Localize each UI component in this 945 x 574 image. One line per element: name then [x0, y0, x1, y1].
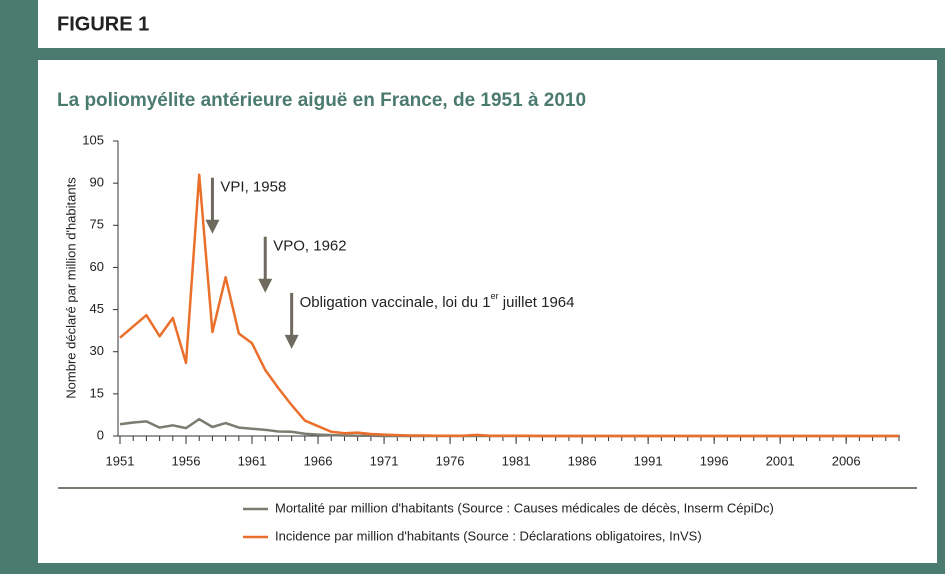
x-tick-label: 1951: [106, 453, 135, 468]
x-tick-label: 1991: [634, 453, 663, 468]
frame-right: [937, 48, 945, 574]
x-tick-label: 1966: [304, 453, 333, 468]
chart-title: La poliomyélite antérieure aiguë en Fran…: [57, 90, 586, 111]
x-tick-label: 1961: [238, 453, 267, 468]
legend-label: Incidence par million d'habitants (Sourc…: [275, 528, 702, 543]
y-tick-label: 105: [82, 132, 104, 147]
annotation-sup: er: [491, 291, 499, 301]
annotation-text: VPO, 1962: [273, 238, 346, 255]
x-tick-label: 1986: [568, 453, 597, 468]
y-tick-label: 15: [90, 385, 104, 400]
x-tick-label: 1976: [436, 453, 465, 468]
figure-label: FIGURE 1: [57, 13, 149, 35]
annotation: Obligation vaccinale, loi du 1er juillet…: [300, 291, 575, 311]
x-tick-label: 2001: [766, 453, 795, 468]
annotation-arrowhead: [205, 219, 220, 234]
legend-label: Mortalité par million d'habitants (Sourc…: [275, 500, 774, 515]
y-tick-label: 45: [90, 301, 104, 316]
y-tick-label: 30: [90, 343, 104, 358]
annotation-arrowhead: [258, 278, 273, 293]
y-tick-label: 60: [90, 259, 104, 274]
x-tick-label: 2006: [832, 453, 861, 468]
x-tick-label: 1971: [370, 453, 399, 468]
series-line: [119, 173, 899, 438]
y-tick-label: 90: [90, 175, 104, 190]
x-tick-label: 1996: [700, 453, 729, 468]
y-axis-label: Nombre déclaré par million d'habitants: [63, 177, 78, 399]
annotation-arrowhead: [284, 334, 299, 349]
y-tick-label: 0: [97, 427, 104, 442]
annotation-text: VPI, 1958: [220, 179, 286, 196]
annotation: VPO, 1962: [273, 238, 346, 255]
y-tick-label: 75: [90, 217, 104, 232]
annotation-text: Obligation vaccinale, loi du 1: [300, 294, 491, 311]
annotation: VPI, 1958: [220, 179, 286, 196]
side-band: [0, 0, 38, 574]
series-line: [119, 417, 899, 438]
x-tick-label: 1956: [172, 453, 201, 468]
annotation-text-after: juillet 1964: [499, 294, 575, 311]
frame-top: [38, 48, 945, 60]
frame-bottom: [38, 563, 945, 574]
x-tick-label: 1981: [502, 453, 531, 468]
